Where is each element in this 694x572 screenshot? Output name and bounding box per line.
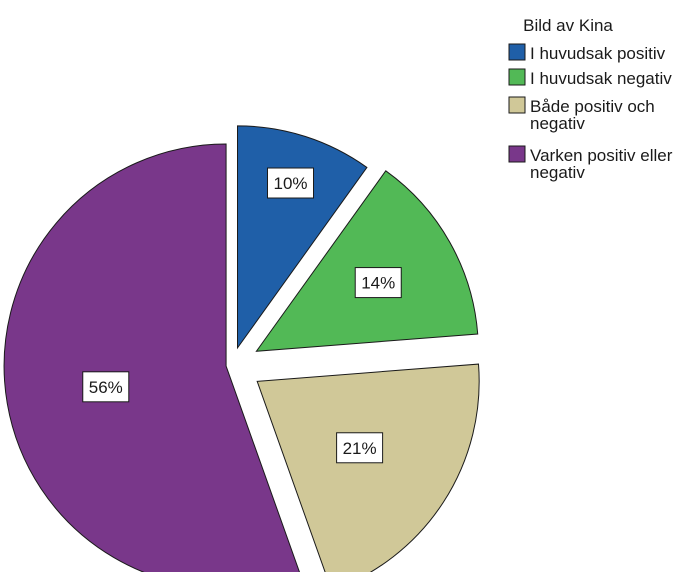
data-label-text: 10% xyxy=(273,174,307,193)
data-label-text: 56% xyxy=(89,378,123,397)
data-label-box xyxy=(267,167,315,199)
legend-label: Både positiv och xyxy=(530,97,655,116)
data-label-1: 10% xyxy=(267,167,315,199)
legend-item-1: I huvudsak positiv xyxy=(508,43,666,63)
pie-slice-3 xyxy=(256,363,480,572)
data-label-box xyxy=(336,432,384,464)
pie-slice-2 xyxy=(255,170,479,352)
legend-items: I huvudsak positiv I huvudsak negativ Både… xyxy=(508,43,673,182)
legend-swatch xyxy=(508,145,526,163)
pie-slice-4 xyxy=(3,143,300,572)
legend-swatch xyxy=(508,43,526,61)
data-label-4: 56% xyxy=(82,371,130,403)
pie-slices xyxy=(3,125,480,572)
legend-title: Bild av Kina xyxy=(523,16,613,35)
legend-swatch xyxy=(508,68,526,86)
data-label-box xyxy=(354,267,402,299)
legend-label: I huvudsak negativ xyxy=(530,69,672,88)
legend-swatch xyxy=(508,96,526,114)
data-label-3: 21% xyxy=(336,432,384,464)
legend-label: negativ xyxy=(530,163,585,182)
pie-data-labels: 10% 14% 21% 56% xyxy=(82,167,402,464)
data-label-box xyxy=(82,371,130,403)
data-label-text: 14% xyxy=(361,274,395,293)
legend-label: I huvudsak positiv xyxy=(530,44,666,63)
data-label-2: 14% xyxy=(354,267,402,299)
legend-label: Varken positiv eller xyxy=(530,146,673,165)
data-label-text: 21% xyxy=(343,439,377,458)
legend-item-2: I huvudsak negativ xyxy=(508,68,672,88)
legend-label: negativ xyxy=(530,114,585,133)
